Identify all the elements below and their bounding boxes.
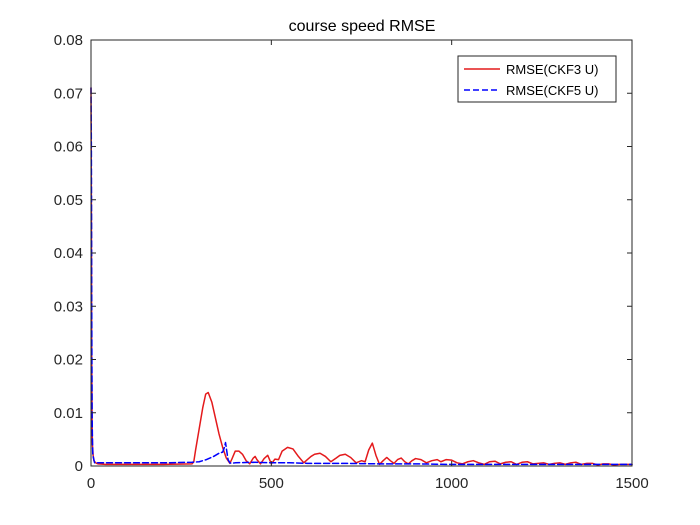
x-tick-label: 0	[87, 475, 95, 492]
y-tick-label: 0.02	[54, 352, 83, 369]
y-tick-label: 0.01	[54, 405, 83, 422]
chart-title: course speed RMSE	[289, 18, 436, 35]
x-tick-label: 1000	[435, 475, 468, 492]
y-tick-label: 0.07	[54, 85, 83, 102]
y-tick-label: 0	[75, 458, 83, 475]
legend: RMSE(CKF3 U) RMSE(CKF5 U)	[457, 55, 617, 103]
plot-area	[91, 40, 632, 466]
y-axis: 0 0.01 0.02 0.03 0.04 0.05 0.06 0.07 0.08	[54, 32, 632, 475]
x-tick-label: 500	[259, 475, 284, 492]
y-tick-label: 0.04	[54, 245, 83, 262]
x-tick-label: 1500	[615, 475, 648, 492]
legend-label-2: RMSE(CKF5 U)	[506, 83, 598, 98]
y-tick-label: 0.05	[54, 192, 83, 209]
y-tick-label: 0.03	[54, 298, 83, 315]
y-tick-label: 0.06	[54, 139, 83, 156]
legend-box	[457, 55, 617, 103]
series-layer	[90, 87, 633, 466]
series-line-1	[90, 87, 633, 466]
series-line-2	[90, 87, 633, 466]
y-tick-label: 0.08	[54, 32, 83, 49]
x-axis: 0 500 1000 1500	[87, 40, 649, 492]
legend-label-1: RMSE(CKF3 U)	[506, 62, 598, 77]
